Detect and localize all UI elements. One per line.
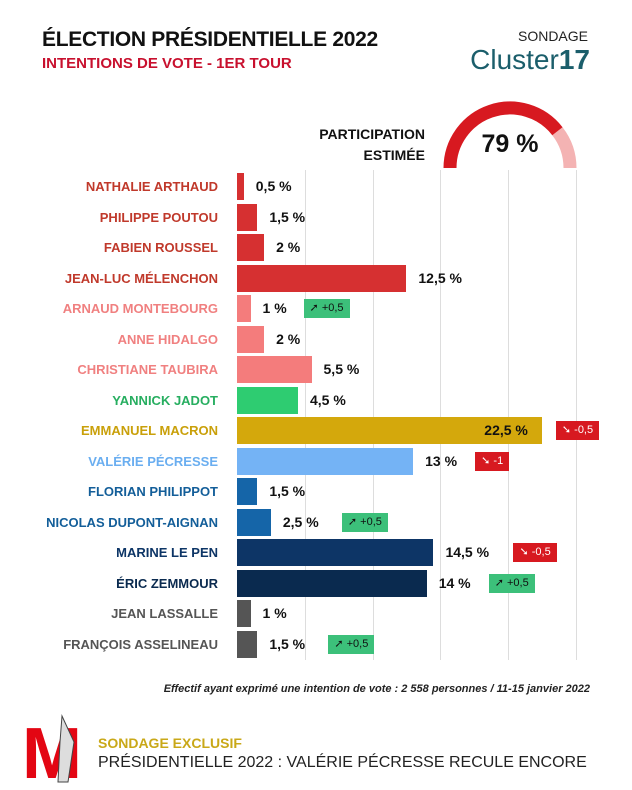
change-value: +0,5 (346, 637, 369, 650)
value-label: 2,5 % (282, 513, 319, 530)
bar (237, 447, 414, 475)
change-down-badge: ➘ -0,5 (555, 421, 600, 440)
participation-value: 79 % (481, 130, 539, 158)
gridline (440, 170, 442, 660)
candidate-label: EMMANUEL MACRON (81, 423, 218, 438)
gridline (508, 170, 509, 660)
value-label: 1 % (262, 300, 287, 316)
candidate-label: CHRISTIANE TAUBIRA (77, 362, 218, 377)
value-label: 1,5 % (269, 208, 306, 225)
page-title: ÉLECTION PRÉSIDENTIELLE 2022 (42, 28, 378, 51)
change-up-badge: ➚ +0,5 (488, 573, 535, 593)
value-label: 5,5 % (323, 361, 360, 377)
candidate-label: JEAN-LUC MÉLENCHON (64, 270, 218, 286)
change-up-badge: ➚ +0,5 (303, 299, 350, 318)
bar (237, 569, 427, 597)
bar (237, 417, 542, 444)
candidate-label: ÉRIC ZEMMOUR (116, 575, 218, 591)
change-value: -0,5 (574, 424, 594, 436)
candidate-label: MARINE LE PEN (116, 545, 218, 560)
bar (237, 478, 258, 505)
change-down-badge: ➘ -1 (475, 451, 510, 471)
arrow-up-icon: ➚ (309, 302, 322, 314)
participation-line1: PARTICIPATION (319, 126, 425, 142)
value-label: 22,5 % (484, 422, 528, 438)
marianne-logo: M (22, 714, 82, 784)
change-up-badge: ➚ +0,5 (328, 634, 375, 654)
value-label: 2 % (276, 330, 301, 347)
candidate-label: ARNAUD MONTEBOURG (62, 301, 218, 316)
bar (237, 508, 271, 536)
gauge-fill (443, 101, 563, 169)
bar (237, 203, 258, 231)
bar (237, 173, 244, 200)
bar (237, 630, 258, 658)
change-value: -1 (493, 454, 504, 467)
value-label: 12,5 % (418, 269, 462, 286)
arrow-down-icon: ➘ (561, 424, 575, 436)
value-label: 1 % (262, 605, 287, 621)
value-label: 1,5 % (269, 635, 306, 652)
exclusive-label: SONDAGE EXCLUSIF (98, 735, 242, 751)
candidate-label: JEAN LASSALLE (111, 606, 218, 621)
participation-line2: ESTIMÉE (363, 147, 425, 163)
candidate-label: FLORIAN PHILIPPOT (88, 484, 218, 499)
participation-label: PARTICIPATION ESTIMÉE (319, 124, 425, 166)
change-up-badge: ➚ +0,5 (341, 512, 388, 532)
change-value: +0,5 (506, 576, 529, 589)
page-subtitle: INTENTIONS DE VOTE - 1ER TOUR (42, 55, 292, 72)
arrow-up-icon: ➚ (494, 576, 507, 589)
arrow-down-icon: ➘ (519, 546, 532, 558)
candidate-label: VALÉRIE PÉCRESSE (88, 453, 218, 469)
candidate-label: NATHALIE ARTHAUD (85, 179, 218, 194)
gridline (304, 170, 306, 660)
candidate-label: NICOLAS DUPONT-AIGNAN (46, 514, 218, 530)
bar (237, 234, 265, 261)
change-value: +0,5 (360, 515, 382, 528)
value-label: 4,5 % (309, 391, 346, 408)
value-label: 14,5 % (445, 544, 490, 560)
value-label: 1,5 % (269, 483, 306, 499)
bar (237, 356, 312, 383)
change-down-badge: ➘ -0,5 (513, 543, 557, 562)
gridline (575, 170, 577, 660)
bar (237, 386, 298, 414)
sample-note: Effectif ayant exprimé une intention de … (163, 683, 590, 695)
candidate-label: FABIEN ROUSSEL (103, 240, 218, 255)
value-label: 14 % (438, 574, 471, 591)
gridline (372, 170, 374, 660)
candidate-label: YANNICK JADOT (112, 392, 218, 408)
value-label: 13 % (425, 452, 458, 469)
bar (237, 264, 407, 292)
bar (237, 600, 251, 627)
bar (237, 325, 265, 353)
value-label: 0,5 % (255, 178, 292, 194)
headline: PRÉSIDENTIELLE 2022 : VALÉRIE PÉCRESSE R… (98, 754, 587, 771)
change-value: +0,5 (321, 302, 344, 314)
arrow-up-icon: ➚ (334, 637, 347, 650)
bar (237, 295, 251, 322)
candidate-label: FRANÇOIS ASSELINEAU (63, 636, 218, 652)
sondage-label: SONDAGE (517, 28, 588, 44)
cluster17-logo: Cluster17 (470, 44, 590, 76)
value-label: 2 % (276, 239, 301, 255)
change-value: -0,5 (531, 546, 551, 558)
candidate-label: ANNE HIDALGO (117, 331, 218, 347)
brand-light: Cluster (470, 44, 559, 75)
gauge-rest (552, 127, 577, 169)
candidate-label: PHILIPPE POUTOU (99, 209, 218, 225)
bar (237, 539, 434, 566)
arrow-up-icon: ➚ (347, 515, 361, 528)
arrow-down-icon: ➘ (481, 454, 494, 467)
participation-gauge (443, 101, 577, 169)
brand-bold: 17 (558, 44, 590, 75)
